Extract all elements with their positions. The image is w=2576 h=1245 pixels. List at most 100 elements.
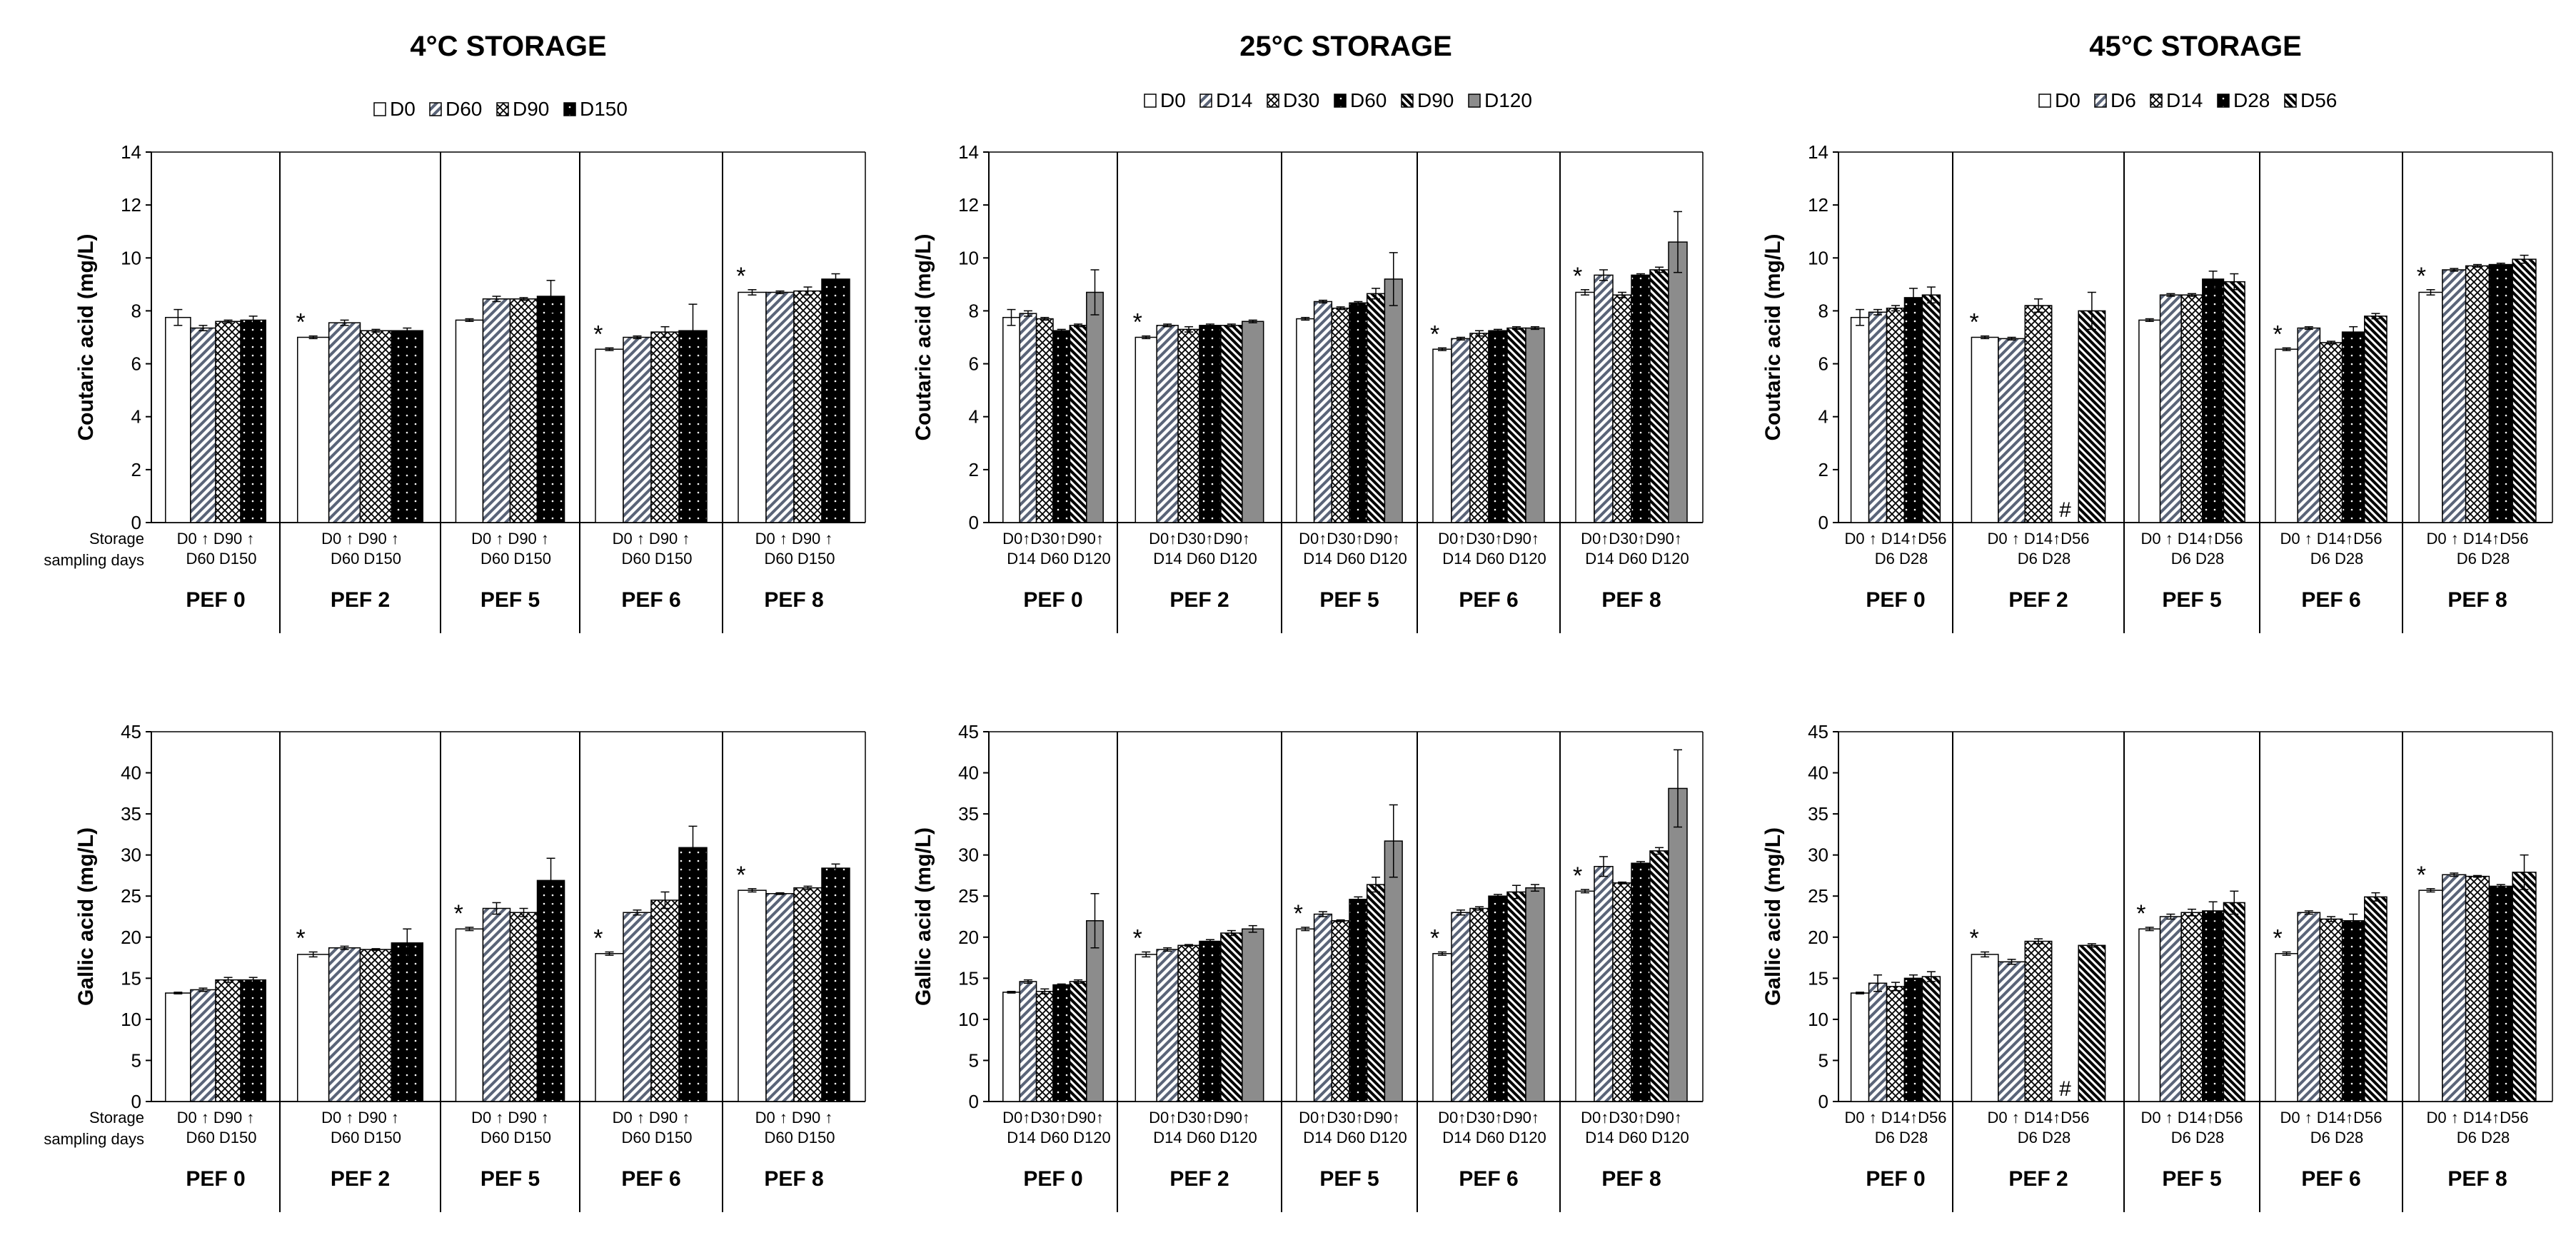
bar	[2223, 902, 2245, 1102]
significance-star: *	[2136, 900, 2145, 927]
legend-label: D90	[513, 98, 549, 120]
sampling-days-label: D60 D150	[331, 550, 401, 568]
y-tick-label: 25	[1808, 885, 1828, 907]
bar	[1886, 307, 1906, 523]
significance-star: *	[296, 309, 306, 336]
y-tick-label: 10	[121, 1009, 141, 1030]
legend: D0 D14 D30 D60 D90 D120	[1144, 89, 1532, 111]
sampling-days-label: D0 ↑ D90 ↑	[177, 1109, 255, 1126]
significance-star: *	[1430, 321, 1439, 348]
group-label: PEF 0	[1023, 588, 1082, 612]
sampling-days-label: D14 D60 D120	[1442, 1129, 1546, 1146]
y-axis-label: Gallic acid (mg/L)	[912, 827, 935, 1006]
y-tick-label: 15	[1808, 967, 1828, 989]
bar	[328, 322, 361, 523]
sampling-days-label: D6 D28	[2310, 550, 2364, 568]
legend-label: D0	[2055, 89, 2081, 111]
group-label: PEF 0	[1023, 1167, 1082, 1191]
missing-data-mark: #	[2059, 498, 2071, 522]
bar	[1868, 311, 1888, 523]
sampling-days-label: D0 ↑ D14↑D56	[2280, 530, 2382, 548]
sampling-days-label: D0↑D30↑D90↑	[1149, 530, 1250, 548]
legend: D0 D6 D14 D28 D56	[2038, 89, 2337, 111]
bar	[2442, 874, 2467, 1102]
bar	[165, 992, 191, 1102]
group-label: PEF 0	[186, 1167, 245, 1191]
group-label: PEF 2	[2008, 588, 2068, 612]
sampling-days-label: D0 ↑ D14↑D56	[2140, 1109, 2243, 1126]
sampling-days-label: D0 ↑ D14↑D56	[1987, 530, 2089, 548]
sampling-days-label: D14 D60 D120	[1153, 1129, 1257, 1146]
sampling-days-label: D60 D150	[481, 1129, 551, 1146]
bar	[1469, 333, 1489, 523]
bar	[1488, 895, 1508, 1102]
bar	[793, 887, 822, 1102]
bar	[2418, 889, 2443, 1102]
y-tick-label: 4	[969, 406, 979, 428]
bar	[678, 330, 708, 523]
bar	[240, 979, 266, 1102]
storage-sampling-days-label: sampling days	[44, 1130, 144, 1148]
group-label: PEF 6	[621, 588, 680, 612]
y-tick-label: 20	[121, 927, 141, 948]
y-tick-label: 2	[131, 459, 141, 480]
group-label: PEF 6	[2301, 1167, 2360, 1191]
sampling-days-label: D0 ↑ D90 ↑	[755, 1109, 833, 1126]
significance-star: *	[1133, 309, 1142, 336]
significance-star: *	[593, 321, 603, 348]
bar	[455, 319, 484, 523]
bar	[2364, 316, 2388, 523]
bar	[650, 331, 680, 523]
bar	[2488, 885, 2513, 1102]
bar	[391, 942, 423, 1102]
group-label: PEF 5	[1319, 588, 1379, 612]
bar	[2297, 912, 2321, 1102]
y-tick-label: 35	[1808, 803, 1828, 825]
legend-swatch	[2150, 94, 2163, 108]
sampling-days-label: D60 D150	[331, 1129, 401, 1146]
chart-panel-6: 0 5 10 15 20 25 30 35 40 45 Gallic acid (mg/L) D0 ↑…	[1761, 721, 2553, 1212]
bar	[1296, 318, 1315, 523]
group-label: PEF 2	[1169, 588, 1229, 612]
y-axis-label: Coutaric acid (mg/L)	[1761, 233, 1785, 440]
chart-title: 45°C STORAGE	[2089, 31, 2302, 62]
sampling-days-label: D6 D28	[2018, 550, 2071, 568]
bar	[2180, 294, 2203, 523]
legend-swatch	[496, 102, 509, 116]
bar	[328, 947, 361, 1102]
bar	[215, 979, 241, 1102]
sampling-days-label: D6 D28	[2171, 1129, 2225, 1146]
group-label: PEF 0	[186, 588, 245, 612]
sampling-days-label: D0↑D30↑D90↑	[1581, 530, 1682, 548]
legend-label: D14	[1216, 89, 1252, 111]
sampling-days-label: D0↑D30↑D90↑	[1002, 530, 1104, 548]
significance-star: *	[2273, 321, 2283, 348]
y-tick-label: 8	[1818, 300, 1828, 321]
bar	[215, 321, 241, 523]
chart-panel-2: 25°C STORAGE D0 D14 D30 D60 D90 D120 0 2 4 6 8 10 12 1…	[912, 31, 1704, 633]
bar	[2319, 918, 2343, 1102]
sampling-days-label: D0↑D30↑D90↑	[1299, 530, 1400, 548]
sampling-days-label: D0↑D30↑D90↑	[1438, 1109, 1539, 1126]
bar	[2364, 896, 2388, 1102]
group-label: PEF 8	[1601, 588, 1661, 612]
sampling-days-label: D60 D150	[481, 550, 551, 568]
y-tick-label: 8	[131, 300, 141, 321]
bar	[1086, 291, 1104, 523]
y-tick-label: 30	[958, 845, 979, 866]
sampling-days-label: D6 D28	[1875, 1129, 1928, 1146]
y-tick-label: 6	[1818, 353, 1828, 375]
sampling-days-label: D14 D60 D120	[1303, 1129, 1407, 1146]
y-tick-label: 12	[121, 194, 141, 216]
bar	[2159, 294, 2182, 523]
bar	[623, 336, 652, 523]
legend: D0 D60 D90 D150	[373, 98, 628, 120]
bar	[1850, 992, 1870, 1102]
y-axis-label: Gallic acid (mg/L)	[1761, 827, 1785, 1006]
y-tick-label: 14	[958, 141, 979, 163]
bar	[623, 912, 652, 1102]
bar	[1631, 862, 1651, 1102]
sampling-days-label: D14 D60 D120	[1303, 550, 1407, 568]
legend-label: D120	[1484, 89, 1532, 111]
y-tick-label: 45	[1808, 721, 1828, 742]
